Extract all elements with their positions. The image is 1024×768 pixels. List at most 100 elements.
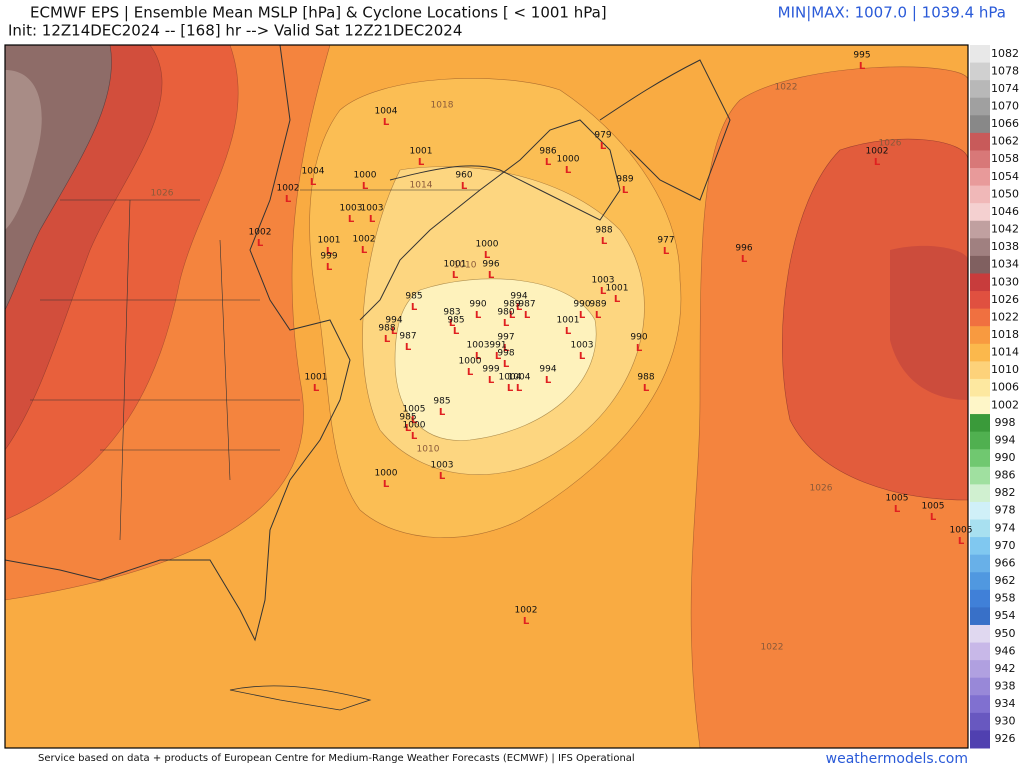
colorbar-label: 1062 — [991, 135, 1019, 148]
cyclone-pressure: 1000 — [354, 171, 377, 181]
cyclone-pressure: 980 — [497, 308, 514, 318]
cyclone-pressure: 988 — [637, 373, 654, 383]
cyclone-marker: L — [467, 367, 474, 378]
cyclone-pressure: 1004 — [508, 373, 531, 383]
cyclone-marker: L — [310, 177, 317, 188]
cyclone-marker: L — [874, 157, 881, 168]
cyclone-pressure: 1002 — [249, 228, 272, 238]
cyclone-marker: L — [859, 61, 866, 72]
colorbar-label: 1046 — [991, 205, 1019, 218]
cyclone-pressure: 1002 — [353, 235, 376, 245]
cyclone-pressure: 1005 — [950, 526, 973, 536]
cyclone-pressure: 1004 — [302, 167, 325, 177]
cyclone-marker: L — [383, 479, 390, 490]
cyclone-pressure: 994 — [510, 292, 527, 302]
contour-label: 1022 — [775, 83, 798, 93]
cyclone-marker: L — [475, 351, 482, 362]
cyclone-pressure: 1005 — [886, 494, 909, 504]
colorbar-swatch — [970, 132, 990, 151]
cyclone-pressure: 985 — [447, 316, 464, 326]
cyclone-pressure: 1003 — [340, 204, 363, 214]
cyclone-marker: L — [452, 270, 459, 281]
colorbar-swatch — [970, 97, 990, 116]
colorbar-swatch — [970, 291, 990, 310]
colorbar-swatch — [970, 572, 990, 591]
colorbar-swatch — [970, 150, 990, 169]
cyclone-pressure: 983 — [443, 308, 460, 318]
cyclone-pressure: 996 — [735, 244, 752, 254]
credit: Service based on data + products of Euro… — [38, 753, 635, 764]
colorbar-label: 1030 — [991, 275, 1019, 288]
cyclone-marker: L — [391, 326, 398, 337]
cyclone-pressure: 1002 — [866, 147, 889, 157]
colorbar-swatch — [970, 730, 990, 749]
colorbar-swatch — [970, 642, 990, 661]
cyclone-marker: L — [600, 141, 607, 152]
colorbar-swatch — [970, 255, 990, 274]
cyclone-pressure: 985 — [433, 397, 450, 407]
cyclone-marker: L — [405, 342, 412, 353]
cyclone-marker: L — [449, 318, 456, 329]
cyclone-marker: L — [453, 326, 460, 337]
colorbar-swatch — [970, 326, 990, 345]
colorbar-swatch — [970, 677, 990, 696]
cyclone-pressure: 988 — [378, 324, 395, 334]
cyclone-pressure: 1005 — [403, 405, 426, 415]
colorbar-swatch — [970, 343, 990, 362]
colorbar-swatch — [970, 361, 990, 380]
cyclone-pressure: 960 — [455, 171, 472, 181]
colorbar-swatch — [970, 624, 990, 644]
cyclone-marker: L — [495, 351, 502, 362]
contour-label: 1026 — [151, 189, 174, 199]
colorbar-swatch — [970, 308, 990, 327]
pressure-field — [782, 138, 968, 501]
cyclone-pressure: 1001 — [557, 316, 580, 326]
colorbar-label: 934 — [995, 697, 1016, 710]
cyclone-marker: L — [579, 351, 586, 362]
colorbar-swatch — [970, 168, 990, 187]
colorbar-swatch — [970, 431, 990, 450]
colorbar-label: 978 — [995, 504, 1016, 517]
cyclone-pressure: 990 — [630, 333, 647, 343]
cyclone-marker: L — [524, 310, 531, 321]
cyclone-pressure: 1001 — [305, 373, 328, 383]
pressure-field — [5, 70, 42, 230]
cyclone-marker: L — [930, 512, 937, 523]
cyclone-marker: L — [326, 246, 333, 257]
cyclone-marker: L — [461, 181, 468, 192]
cyclone-pressure: 988 — [595, 226, 612, 236]
cyclone-pressure: 1003 — [571, 341, 594, 351]
colorbar-swatch — [970, 414, 990, 433]
colorbar-label: 942 — [995, 662, 1016, 675]
cyclone-marker: L — [384, 334, 391, 345]
cyclone-pressure: 987 — [399, 332, 416, 342]
cyclone-marker: L — [313, 383, 320, 394]
cyclone-pressure: 996 — [482, 260, 499, 270]
coastline — [5, 45, 731, 642]
colorbar-swatch — [970, 396, 990, 415]
cyclone-pressure: 989 — [589, 300, 606, 310]
colorbar-label: 1006 — [991, 381, 1019, 394]
colorbar-swatch — [970, 589, 990, 608]
colorbar-label: 974 — [995, 521, 1016, 534]
colorbar-label: 946 — [995, 644, 1016, 657]
cyclone-marker: L — [439, 471, 446, 482]
cyclone-marker: L — [362, 181, 369, 192]
colorbar-label: 1078 — [991, 64, 1019, 77]
init-line: Init: 12Z14DEC2024 -- [168] hr --> Valid… — [8, 22, 462, 40]
cyclone-marker: L — [741, 254, 748, 265]
cyclone-marker: L — [507, 383, 514, 394]
colorbar-label: 1042 — [991, 223, 1019, 236]
cyclone-pressure: 986 — [539, 147, 556, 157]
cyclone-pressure: 1001 — [444, 260, 467, 270]
cyclone-marker: L — [663, 246, 670, 257]
pressure-field — [890, 245, 968, 400]
colorbar-swatch — [970, 537, 990, 556]
cyclone-marker: L — [484, 250, 491, 261]
map — [5, 45, 968, 748]
cyclone-marker: L — [636, 343, 643, 354]
cyclone-marker: L — [545, 375, 552, 386]
cyclone-marker: L — [405, 423, 412, 434]
colorbar-swatch — [970, 203, 990, 222]
cyclone-pressure: 990 — [573, 300, 590, 310]
